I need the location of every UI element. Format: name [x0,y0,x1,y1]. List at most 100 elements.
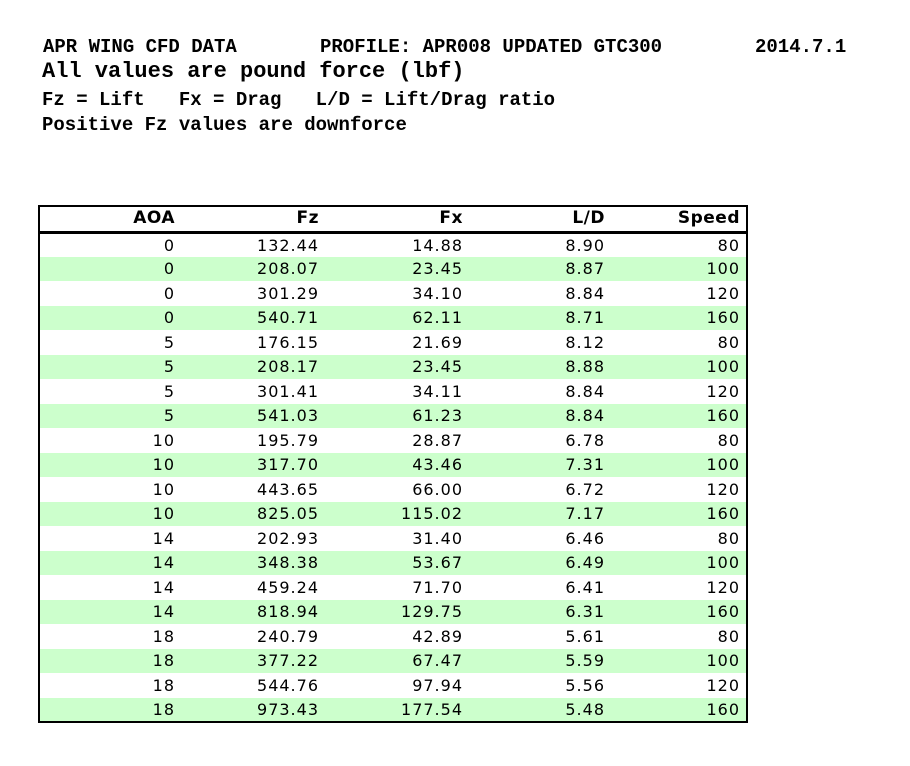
table-cell: 160 [611,403,747,428]
table-cell: 80 [717,528,740,548]
table-cell: 18 [39,648,181,673]
table-cell: 100 [611,452,747,477]
table-header: AOA Fz Fx L/D Speed [39,206,747,234]
table-cell: 61.23 [325,403,469,428]
table-cell: 120 [706,283,740,303]
table-cell: 317.70 [181,452,325,477]
version-date: 2014.7.1 [755,36,847,58]
table-cell: 5 [163,381,175,401]
column-header-aoa: AOA [39,206,181,234]
column-header-l-d: L/D [469,206,611,234]
table-cell: 459.24 [257,577,319,597]
table-cell: 62.11 [325,305,469,330]
table-cell: 7.31 [469,452,611,477]
table-cell: 18 [152,626,175,646]
table-cell: 34.11 [412,381,463,401]
downforce-note: Positive Fz values are downforce [42,114,407,136]
table-cell: 18 [39,697,181,722]
table-cell: 8.12 [565,332,605,352]
table-cell: 80 [717,430,740,450]
table-cell: 544.76 [257,675,319,695]
document-title: APR WING CFD DATA [43,36,237,58]
table-row: 10 443.65 66.00 6.72 120 [39,477,747,502]
table-cell: 5.59 [469,648,611,673]
table-row: 10 195.79 28.87 6.78 80 [39,428,747,453]
table-cell: 160 [611,697,747,722]
profile-label: PROFILE: APR008 UPDATED GTC300 [320,36,663,58]
table-cell: 120 [706,577,740,597]
table-cell: 176.15 [257,332,319,352]
table-cell: 115.02 [325,501,469,526]
column-header-speed: Speed [611,206,747,234]
table-cell: 31.40 [412,528,463,548]
table-cell: 301.41 [257,381,319,401]
table-cell: 8.87 [469,256,611,281]
table-cell: 160 [611,305,747,330]
table-cell: 8.71 [469,305,611,330]
table-row: 0 540.71 62.11 8.71 160 [39,305,747,330]
table-cell: 5 [39,403,181,428]
table-row: 10 825.05 115.02 7.17 160 [39,501,747,526]
table-cell: 10 [152,430,175,450]
table-cell: 160 [611,599,747,624]
table-cell: 100 [611,354,747,379]
table-cell: 21.69 [412,332,463,352]
table-cell: 6.78 [565,430,605,450]
table-cell: 8.84 [469,403,611,428]
table-row: 14 459.24 71.70 6.41 120 [39,575,747,600]
column-header-fx: Fx [325,206,469,234]
table-cell: 818.94 [181,599,325,624]
table-cell: 100 [611,550,747,575]
table-cell: 23.45 [325,256,469,281]
table-cell: 7.17 [469,501,611,526]
table-cell: 42.89 [412,626,463,646]
table-cell: 80 [717,626,740,646]
table-cell: 240.79 [257,626,319,646]
table-cell: 14 [152,577,175,597]
table-cell: 14.88 [412,235,463,255]
table-cell: 0 [39,305,181,330]
table-cell: 10 [39,501,181,526]
table-cell: 6.72 [565,479,605,499]
table-cell: 195.79 [257,430,319,450]
header-row: AOA Fz Fx L/D Speed [39,206,747,234]
table-row: 0 132.44 14.88 8.90 80 [39,232,747,257]
table-row: 18 973.43 177.54 5.48 160 [39,697,747,722]
table-cell: 5.56 [565,675,605,695]
table-row: 5 176.15 21.69 8.12 80 [39,330,747,355]
table-cell: 18 [152,675,175,695]
table-row: 0 208.07 23.45 8.87 100 [39,256,747,281]
table-row: 14 348.38 53.67 6.49 100 [39,550,747,575]
table-cell: 541.03 [181,403,325,428]
table-row: 0 301.29 34.10 8.84 120 [39,281,747,306]
table-cell: 6.49 [469,550,611,575]
cfd-data-table: AOA Fz Fx L/D Speed 0 132.44 14.88 8.90 80 0 208.0… [38,205,748,723]
table-cell: 14 [39,550,181,575]
table-cell: 71.70 [412,577,463,597]
table-cell: 10 [152,479,175,499]
table-cell: 301.29 [257,283,319,303]
table-cell: 540.71 [181,305,325,330]
units-subtitle: All values are pound force (lbf) [42,59,465,84]
table-cell: 6.31 [469,599,611,624]
table-cell: 80 [717,332,740,352]
table-cell: 14 [39,599,181,624]
table-row: 14 202.93 31.40 6.46 80 [39,526,747,551]
table-cell: 0 [163,283,175,303]
table-cell: 66.00 [412,479,463,499]
table-cell: 208.17 [181,354,325,379]
table-cell: 202.93 [257,528,319,548]
table-row: 5 208.17 23.45 8.88 100 [39,354,747,379]
table-row: 14 818.94 129.75 6.31 160 [39,599,747,624]
table-cell: 8.84 [565,283,605,303]
table-cell: 348.38 [181,550,325,575]
table-row: 5 301.41 34.11 8.84 120 [39,379,747,404]
table-cell: 177.54 [325,697,469,722]
table-cell: 100 [611,256,747,281]
table-cell: 53.67 [325,550,469,575]
table-cell: 160 [611,501,747,526]
table-row: 5 541.03 61.23 8.84 160 [39,403,747,428]
table-cell: 129.75 [325,599,469,624]
table-cell: 973.43 [181,697,325,722]
table-cell: 120 [706,479,740,499]
